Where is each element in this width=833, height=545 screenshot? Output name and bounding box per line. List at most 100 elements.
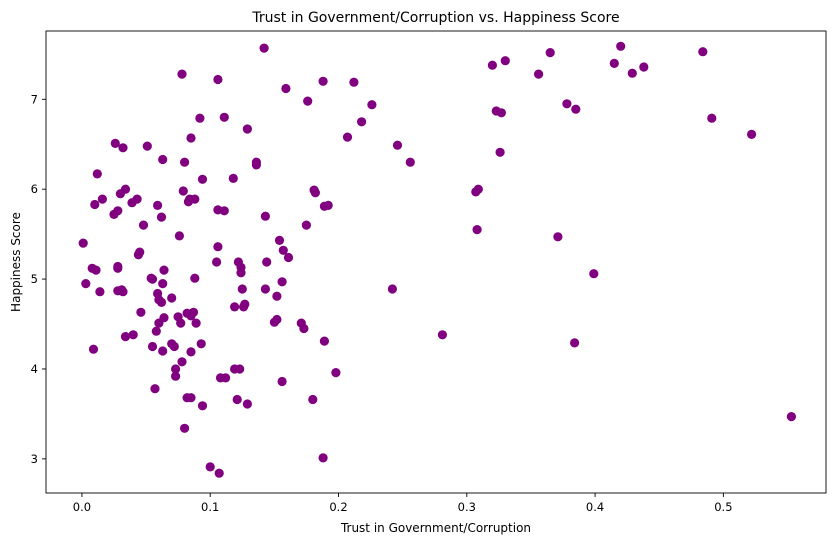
data-point: [156, 212, 167, 222]
data-point: [232, 394, 242, 405]
data-point: [534, 69, 544, 79]
data-point: [191, 318, 201, 328]
data-point: [308, 394, 318, 405]
data-point: [387, 284, 397, 294]
data-point: [78, 238, 88, 248]
chart-title: Trust in Government/Corruption vs. Happi…: [251, 10, 619, 26]
data-point: [213, 205, 223, 215]
data-point: [318, 76, 328, 86]
data-point: [303, 96, 313, 106]
data-point: [81, 279, 91, 289]
data-point: [110, 138, 120, 148]
x-tick-label: 0.3: [458, 500, 476, 514]
data-point: [698, 47, 708, 57]
data-point: [120, 332, 131, 342]
data-point: [260, 284, 270, 294]
y-tick-label: 6: [31, 182, 38, 196]
y-axis-label: Happiness Score: [9, 212, 23, 312]
x-axis-label: Trust in Government/Corruption: [340, 521, 531, 535]
data-point: [405, 157, 415, 167]
data-point: [367, 100, 377, 110]
data-point: [92, 169, 102, 179]
plot-frame: [45, 30, 827, 494]
data-point: [188, 307, 199, 317]
y-tick-label: 3: [31, 452, 38, 466]
data-point: [90, 199, 100, 210]
data-point: [213, 74, 223, 85]
data-point: [747, 129, 757, 139]
data-point: [786, 412, 797, 422]
data-point: [571, 104, 581, 114]
data-point: [133, 250, 143, 260]
data-point: [349, 77, 359, 87]
data-point: [147, 341, 158, 352]
data-point: [205, 462, 215, 472]
data-point: [392, 140, 403, 150]
data-point: [272, 291, 282, 301]
data-point: [97, 194, 107, 204]
data-point: [495, 147, 505, 157]
data-point: [190, 273, 200, 283]
data-point: [319, 336, 329, 346]
data-point: [197, 174, 208, 184]
data-point: [167, 293, 177, 303]
data-point: [180, 423, 190, 433]
y-tick-label: 7: [31, 92, 38, 106]
data-point: [118, 143, 128, 153]
data-point: [197, 401, 208, 411]
x-tick-label: 0.2: [329, 500, 347, 514]
data-point: [171, 364, 181, 374]
data-point: [553, 232, 563, 242]
data-point: [242, 399, 252, 409]
data-point: [260, 211, 270, 221]
x-tick-label: 0.0: [73, 500, 91, 514]
data-point: [242, 124, 252, 134]
data-point: [177, 69, 187, 79]
data-point: [283, 252, 294, 263]
x-tick-label: 0.4: [586, 500, 604, 514]
data-point: [236, 268, 246, 278]
data-point: [186, 347, 196, 357]
x-axis-ticks: 0.0 0.1 0.2 0.3 0.4 0.5: [73, 493, 733, 514]
data-point: [259, 43, 269, 53]
data-point: [609, 58, 619, 68]
data-point: [318, 453, 328, 463]
data-point: [213, 242, 223, 252]
data-point: [278, 245, 288, 255]
data-point: [154, 318, 164, 328]
data-point: [545, 48, 555, 58]
y-tick-label: 5: [31, 272, 38, 286]
data-point: [212, 257, 222, 267]
data-point: [88, 344, 99, 354]
data-point: [177, 357, 187, 367]
data-point: [138, 220, 149, 230]
data-point: [186, 393, 196, 403]
data-point: [153, 200, 163, 210]
data-point: [357, 117, 367, 127]
data-point: [113, 261, 123, 272]
data-point: [616, 41, 626, 51]
data-point: [310, 188, 320, 198]
data-point: [299, 323, 309, 334]
data-point: [274, 235, 285, 245]
data-point: [150, 384, 160, 394]
y-tick-label: 4: [31, 362, 38, 376]
data-point: [95, 287, 105, 297]
data-point: [262, 257, 272, 267]
data-point: [472, 225, 482, 235]
data-point: [171, 371, 181, 381]
data-point: [437, 330, 447, 340]
data-points: [78, 41, 797, 478]
data-point: [109, 209, 119, 219]
data-point: [570, 338, 580, 348]
data-point: [158, 154, 168, 165]
data-point: [118, 287, 128, 297]
data-point: [331, 368, 341, 378]
data-point: [146, 273, 156, 283]
data-point: [230, 302, 240, 312]
data-point: [128, 330, 138, 340]
data-point: [281, 83, 291, 94]
data-point: [627, 68, 637, 78]
data-point: [562, 99, 572, 109]
